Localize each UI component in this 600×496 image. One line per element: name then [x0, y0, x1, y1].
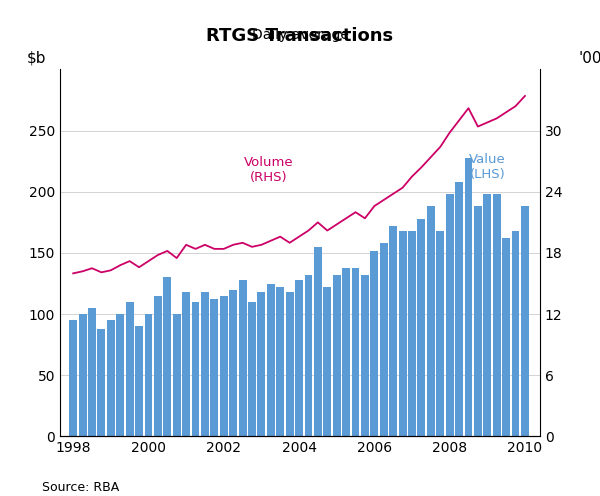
Bar: [342, 268, 350, 436]
Bar: [418, 219, 425, 436]
Title: Daily average: Daily average: [251, 28, 349, 42]
Text: RTGS Transactions: RTGS Transactions: [206, 27, 394, 45]
Bar: [267, 284, 275, 436]
Bar: [464, 158, 472, 436]
Bar: [436, 231, 444, 436]
Bar: [389, 226, 397, 436]
Bar: [154, 296, 162, 436]
Bar: [323, 287, 331, 436]
Bar: [239, 280, 247, 436]
Bar: [286, 292, 293, 436]
Bar: [333, 275, 341, 436]
Bar: [97, 329, 106, 436]
Text: Volume
(RHS): Volume (RHS): [244, 156, 294, 184]
Bar: [521, 206, 529, 436]
Bar: [173, 314, 181, 436]
Bar: [398, 231, 407, 436]
Bar: [512, 231, 520, 436]
Bar: [276, 287, 284, 436]
Bar: [163, 277, 171, 436]
Bar: [135, 326, 143, 436]
Bar: [88, 308, 96, 436]
Bar: [79, 314, 86, 436]
Bar: [257, 292, 265, 436]
Bar: [484, 194, 491, 436]
Bar: [69, 320, 77, 436]
Bar: [201, 292, 209, 436]
Bar: [446, 194, 454, 436]
Bar: [116, 314, 124, 436]
Bar: [370, 250, 379, 436]
Text: '000: '000: [578, 51, 600, 66]
Bar: [191, 302, 199, 436]
Bar: [295, 280, 303, 436]
Bar: [145, 314, 152, 436]
Bar: [125, 302, 134, 436]
Text: Value
(LHS): Value (LHS): [469, 153, 506, 182]
Bar: [408, 231, 416, 436]
Text: Source: RBA: Source: RBA: [42, 481, 119, 494]
Bar: [455, 182, 463, 436]
Bar: [229, 290, 237, 436]
Bar: [305, 275, 313, 436]
Bar: [248, 302, 256, 436]
Bar: [220, 296, 228, 436]
Bar: [211, 300, 218, 436]
Text: $b: $b: [26, 51, 46, 66]
Bar: [427, 206, 435, 436]
Bar: [182, 292, 190, 436]
Bar: [474, 206, 482, 436]
Bar: [361, 275, 369, 436]
Bar: [107, 320, 115, 436]
Bar: [314, 247, 322, 436]
Bar: [493, 194, 500, 436]
Bar: [352, 268, 359, 436]
Bar: [380, 243, 388, 436]
Bar: [502, 238, 510, 436]
